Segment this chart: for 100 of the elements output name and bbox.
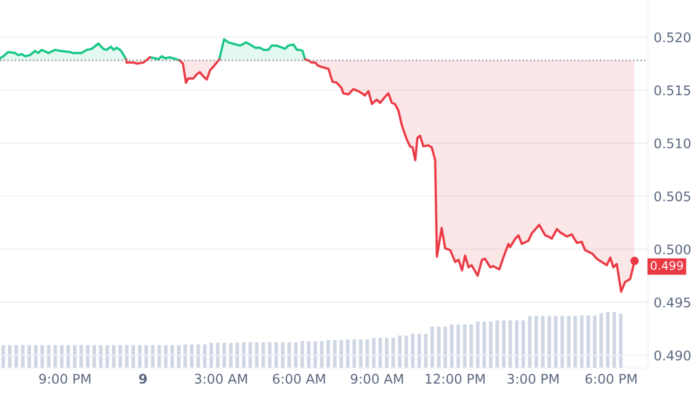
x-tick-label: 3:00 AM [194, 374, 247, 384]
bar [554, 316, 558, 368]
bar [14, 345, 18, 368]
bar [528, 316, 532, 368]
bar [495, 320, 500, 368]
bar [248, 342, 252, 368]
bar [580, 315, 584, 368]
bar [105, 345, 110, 368]
bar [586, 315, 590, 368]
y-tick-label: 0.500 [654, 244, 690, 254]
bar [124, 345, 129, 368]
bar [592, 315, 597, 368]
bar [34, 345, 38, 368]
bar [131, 345, 136, 368]
bar [502, 320, 506, 368]
y-tick-label: 0.490 [654, 350, 690, 360]
bar [261, 342, 266, 368]
bar [138, 345, 142, 368]
bar [352, 339, 356, 368]
bar [326, 340, 330, 368]
bar [618, 314, 623, 368]
bar [66, 345, 70, 368]
bar [450, 324, 454, 368]
bar [372, 338, 376, 368]
y-tick-label: 0.510 [654, 138, 690, 148]
bar [398, 336, 402, 368]
bar [462, 324, 467, 368]
bar [547, 316, 552, 368]
bar [46, 345, 51, 368]
bar [242, 342, 246, 368]
bar [436, 326, 441, 368]
bar [456, 324, 460, 368]
bar [176, 345, 181, 368]
bar [391, 338, 396, 368]
bar [79, 345, 84, 368]
bar [365, 339, 370, 368]
bar [112, 345, 116, 368]
bar [384, 338, 389, 368]
bar [332, 340, 337, 368]
bar [534, 316, 538, 368]
bar [566, 316, 571, 368]
bar [488, 322, 493, 368]
bar [157, 345, 162, 368]
bar [164, 345, 168, 368]
bar [280, 342, 285, 368]
bar [1, 345, 6, 368]
bar [294, 342, 298, 368]
bar [508, 320, 512, 368]
bar [346, 339, 350, 368]
bar [20, 345, 25, 368]
bar [521, 320, 526, 368]
x-tick-label: 9 [139, 374, 147, 384]
bar [150, 345, 155, 368]
bar [612, 312, 616, 368]
x-tick-label: 3:00 PM [508, 374, 558, 384]
bar [118, 345, 122, 368]
bar [306, 341, 311, 368]
bar [313, 341, 318, 368]
bar [417, 334, 422, 368]
bar [8, 345, 12, 368]
bar [476, 322, 480, 368]
y-tick-label: 0.520 [654, 32, 690, 42]
bar [599, 313, 604, 368]
bar [202, 344, 207, 368]
bar [254, 342, 259, 368]
bar [514, 320, 519, 368]
bar [40, 345, 44, 368]
bar [339, 340, 344, 368]
bar [86, 345, 90, 368]
bar [27, 345, 32, 368]
y-tick-label: 0.495 [654, 297, 690, 308]
bar [540, 316, 545, 368]
bar [60, 345, 64, 368]
x-tick-label: 9:00 PM [39, 374, 90, 384]
bar [190, 344, 194, 368]
y-tick-label: 0.505 [654, 191, 690, 202]
bar [287, 342, 292, 368]
bar [98, 345, 103, 368]
bar [92, 345, 96, 368]
annotation: 0.499 [650, 261, 683, 270]
x-tick-label: 12:00 PM [426, 374, 485, 384]
bar [53, 345, 58, 368]
bar [196, 344, 200, 368]
bar [358, 339, 363, 368]
bar [378, 338, 382, 368]
bar [573, 316, 578, 368]
bar [410, 334, 415, 368]
x-tick-label: 9:00 AM [350, 374, 403, 384]
bar [482, 322, 486, 368]
bar [443, 326, 448, 368]
bar [606, 312, 610, 368]
bar [268, 342, 272, 368]
bar [183, 344, 188, 368]
x-tick-label: 6:00 PM [585, 374, 636, 384]
bar [72, 345, 77, 368]
x-tick-label: 6:00 AM [272, 374, 325, 384]
bar [430, 326, 434, 368]
bar [170, 345, 174, 368]
bar [469, 324, 474, 368]
bar [404, 336, 408, 368]
